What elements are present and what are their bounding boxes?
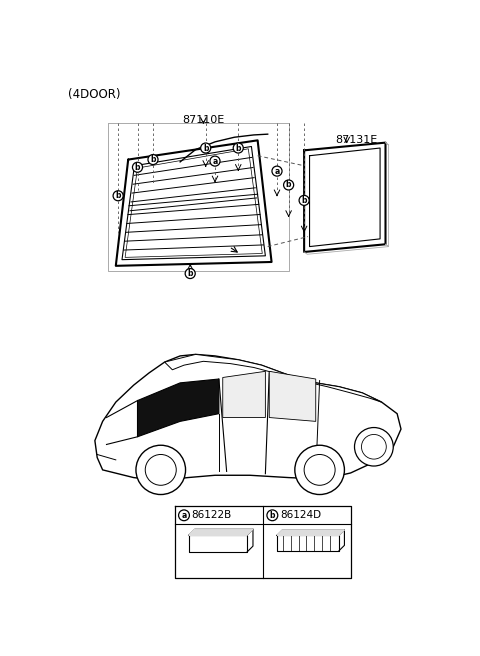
Polygon shape (165, 354, 382, 402)
Text: a: a (212, 157, 217, 165)
Polygon shape (269, 371, 316, 421)
Circle shape (295, 445, 345, 495)
Circle shape (233, 143, 243, 153)
Circle shape (361, 434, 386, 459)
Text: 87131E: 87131E (335, 135, 377, 145)
Text: b: b (301, 196, 307, 205)
Circle shape (267, 510, 278, 521)
Text: (4DOOR): (4DOOR) (68, 88, 120, 101)
Circle shape (179, 510, 190, 521)
Polygon shape (223, 371, 265, 417)
Text: b: b (188, 269, 193, 278)
Text: b: b (150, 155, 156, 164)
Text: b: b (115, 192, 121, 200)
Text: b: b (135, 163, 140, 172)
Circle shape (304, 455, 335, 485)
Text: 86122B: 86122B (192, 510, 232, 520)
Text: b: b (203, 144, 208, 152)
Circle shape (113, 191, 123, 201)
Text: a: a (275, 167, 280, 176)
Polygon shape (137, 379, 219, 437)
Text: b: b (236, 144, 241, 152)
Circle shape (145, 455, 176, 485)
Circle shape (201, 143, 211, 153)
Circle shape (132, 162, 143, 173)
Polygon shape (277, 530, 345, 535)
Text: b: b (286, 180, 291, 190)
Polygon shape (189, 529, 253, 535)
Circle shape (136, 445, 186, 495)
Circle shape (355, 428, 393, 466)
Circle shape (299, 195, 309, 205)
Text: 86124D: 86124D (280, 510, 321, 520)
Circle shape (185, 268, 195, 279)
Polygon shape (95, 354, 401, 481)
Circle shape (210, 156, 220, 166)
Circle shape (148, 155, 158, 165)
Circle shape (284, 180, 294, 190)
Text: b: b (270, 511, 275, 520)
Text: a: a (181, 511, 187, 520)
Text: 87110E: 87110E (182, 115, 225, 125)
Circle shape (272, 166, 282, 176)
